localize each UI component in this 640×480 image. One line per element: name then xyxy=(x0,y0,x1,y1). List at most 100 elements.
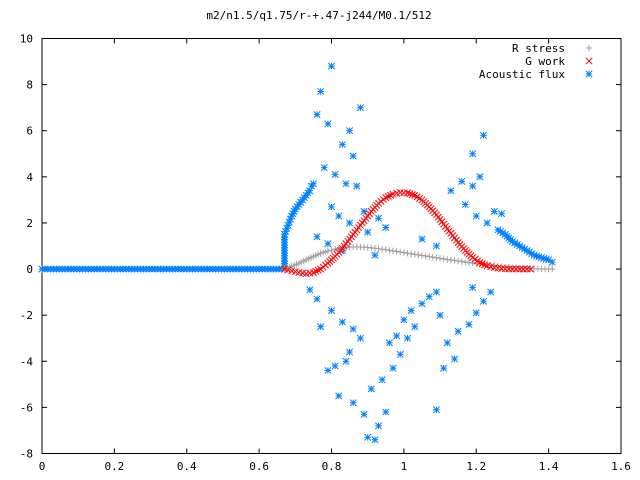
y-tick-label: -6 xyxy=(20,401,33,414)
data-point xyxy=(335,212,343,220)
data-point xyxy=(403,334,412,342)
y-tick-label: 8 xyxy=(26,79,33,92)
data-point xyxy=(476,173,484,181)
data-point xyxy=(313,233,321,241)
data-point xyxy=(356,104,365,112)
data-point xyxy=(393,332,401,340)
data-point xyxy=(418,252,426,259)
series-r-stress xyxy=(281,243,556,273)
data-point xyxy=(450,355,459,363)
data-point xyxy=(382,246,389,253)
data-point xyxy=(400,316,408,324)
legend-marker xyxy=(585,44,593,52)
data-point xyxy=(374,422,383,430)
legend-marker xyxy=(585,70,593,78)
y-tick-label: 4 xyxy=(26,171,33,184)
data-point xyxy=(374,214,383,222)
x-tick-label: 1.4 xyxy=(539,460,559,473)
data-point xyxy=(360,410,368,418)
data-point xyxy=(407,307,415,315)
data-point xyxy=(309,180,317,188)
data-point xyxy=(317,87,325,96)
data-point xyxy=(327,307,336,315)
data-point-interp xyxy=(386,247,393,254)
y-tick-label: -2 xyxy=(20,309,33,322)
data-point xyxy=(440,364,448,372)
data-point xyxy=(396,350,404,358)
x-tick-label: 1.2 xyxy=(466,460,486,473)
data-point xyxy=(331,170,339,179)
data-point xyxy=(447,187,455,195)
data-point xyxy=(426,253,433,260)
legend-marker xyxy=(585,57,593,65)
legend-label: Acoustic flux xyxy=(479,68,565,81)
data-point xyxy=(342,357,350,365)
data-point-interp xyxy=(406,190,414,198)
series-acoustic-flux xyxy=(38,62,556,444)
data-point xyxy=(411,251,418,258)
data-point xyxy=(306,286,314,294)
y-tick-label: 0 xyxy=(26,263,33,276)
data-point-interp xyxy=(478,260,486,268)
data-point-interp xyxy=(528,250,536,258)
data-point xyxy=(342,180,350,188)
data-point xyxy=(338,318,346,326)
data-point xyxy=(483,219,491,227)
data-point-interp xyxy=(444,256,451,263)
data-point xyxy=(331,246,339,253)
data-point xyxy=(338,141,346,149)
x-tick-label: 0.2 xyxy=(104,460,124,473)
data-point xyxy=(353,182,361,190)
data-point xyxy=(425,293,433,301)
data-point xyxy=(418,235,426,243)
x-tick-label: 0.6 xyxy=(249,460,269,473)
data-point-interp xyxy=(429,253,437,261)
data-point xyxy=(436,311,444,319)
data-point xyxy=(317,323,325,331)
data-point xyxy=(364,433,372,441)
data-point xyxy=(346,127,354,135)
data-point xyxy=(476,259,484,267)
data-point xyxy=(346,219,354,227)
x-tick-label: 0.4 xyxy=(177,460,197,473)
data-point xyxy=(479,131,488,139)
data-point-interp xyxy=(436,255,444,262)
data-point xyxy=(320,164,328,172)
data-point xyxy=(440,255,447,263)
data-point xyxy=(469,150,477,158)
data-point xyxy=(382,408,390,416)
data-point xyxy=(469,182,477,190)
data-point xyxy=(472,309,480,317)
data-point xyxy=(389,364,397,372)
y-tick-label: 6 xyxy=(26,125,33,138)
series-g-work xyxy=(280,188,535,278)
data-point xyxy=(432,288,440,296)
data-point xyxy=(472,212,480,220)
data-point xyxy=(404,249,411,257)
data-point xyxy=(349,152,357,160)
data-point-interp xyxy=(458,258,465,265)
data-point xyxy=(403,189,412,197)
data-point-interp xyxy=(407,250,415,257)
legend-label: R stress xyxy=(512,42,565,55)
y-tick-label: 2 xyxy=(26,217,33,230)
data-point xyxy=(549,265,556,273)
y-tick-label: -8 xyxy=(20,448,33,461)
data-point-interp xyxy=(393,248,400,255)
data-point xyxy=(335,392,343,400)
data-point xyxy=(454,327,462,335)
x-tick-label: 1 xyxy=(401,460,408,473)
data-point xyxy=(331,362,339,370)
data-point xyxy=(367,385,375,393)
data-point xyxy=(324,120,332,128)
data-point-interp xyxy=(481,261,489,269)
data-point xyxy=(378,376,386,384)
data-point xyxy=(324,247,332,255)
data-point xyxy=(371,436,379,444)
data-point xyxy=(433,254,440,261)
data-point-interp xyxy=(415,251,422,259)
data-point xyxy=(389,247,397,255)
